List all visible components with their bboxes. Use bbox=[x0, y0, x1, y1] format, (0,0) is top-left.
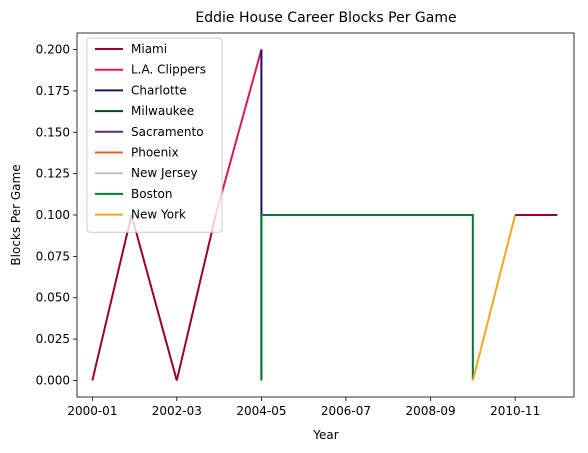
y-tick-label: 0.200 bbox=[36, 43, 70, 57]
y-tick-label: 0.100 bbox=[36, 208, 70, 222]
y-tick-label: 0.025 bbox=[36, 332, 70, 346]
y-tick-label: 0.175 bbox=[36, 84, 70, 98]
y-tick-label: 0.125 bbox=[36, 167, 70, 181]
legend: Miami L.A. Clippers Charlotte Milwaukee Sacr… bbox=[86, 37, 223, 233]
y-axis-title: Blocks Per Game bbox=[9, 164, 23, 265]
x-tick-label: 2006-07 bbox=[321, 404, 371, 418]
y-tick-label: 0.150 bbox=[36, 125, 70, 139]
legend-label-l-a-clippers: L.A. Clippers bbox=[131, 63, 206, 77]
legend-label-sacramento: Sacramento bbox=[131, 125, 204, 139]
legend-label-miami: Miami bbox=[131, 42, 167, 56]
x-tick-label: 2002-03 bbox=[152, 404, 202, 418]
legend-box bbox=[86, 37, 223, 233]
series-line-miami-0 bbox=[91, 214, 217, 381]
x-tick-label: 2008-09 bbox=[406, 404, 456, 418]
legend-label-phoenix: Phoenix bbox=[131, 146, 179, 160]
legend-label-new-york: New York bbox=[131, 208, 186, 222]
series-line-boston-7 bbox=[260, 214, 474, 381]
axes-layer: 2000-01 2002-03 2004-05 2006-07 2008-09 2010-… bbox=[36, 32, 575, 418]
series-line-l-a-clippers-1 bbox=[214, 49, 263, 216]
series-layer bbox=[91, 49, 558, 381]
y-tick-label: 0.075 bbox=[36, 249, 70, 263]
legend-label-milwaukee: Milwaukee bbox=[131, 104, 194, 118]
y-tick-label: 0.050 bbox=[36, 291, 70, 305]
legend-label-boston: Boston bbox=[131, 187, 172, 201]
series-line-new-york-8 bbox=[471, 214, 517, 381]
chart-title: Eddie House Career Blocks Per Game bbox=[195, 10, 456, 26]
x-tick-label: 2010-11 bbox=[490, 404, 540, 418]
x-axis-title: Year bbox=[312, 428, 338, 442]
x-tick-label: 2004-05 bbox=[236, 404, 286, 418]
legend-label-new-jersey: New Jersey bbox=[131, 166, 198, 180]
legend-label-charlotte: Charlotte bbox=[131, 83, 187, 97]
x-tick-label: 2000-01 bbox=[67, 404, 117, 418]
y-tick-label: 0.000 bbox=[36, 373, 70, 387]
